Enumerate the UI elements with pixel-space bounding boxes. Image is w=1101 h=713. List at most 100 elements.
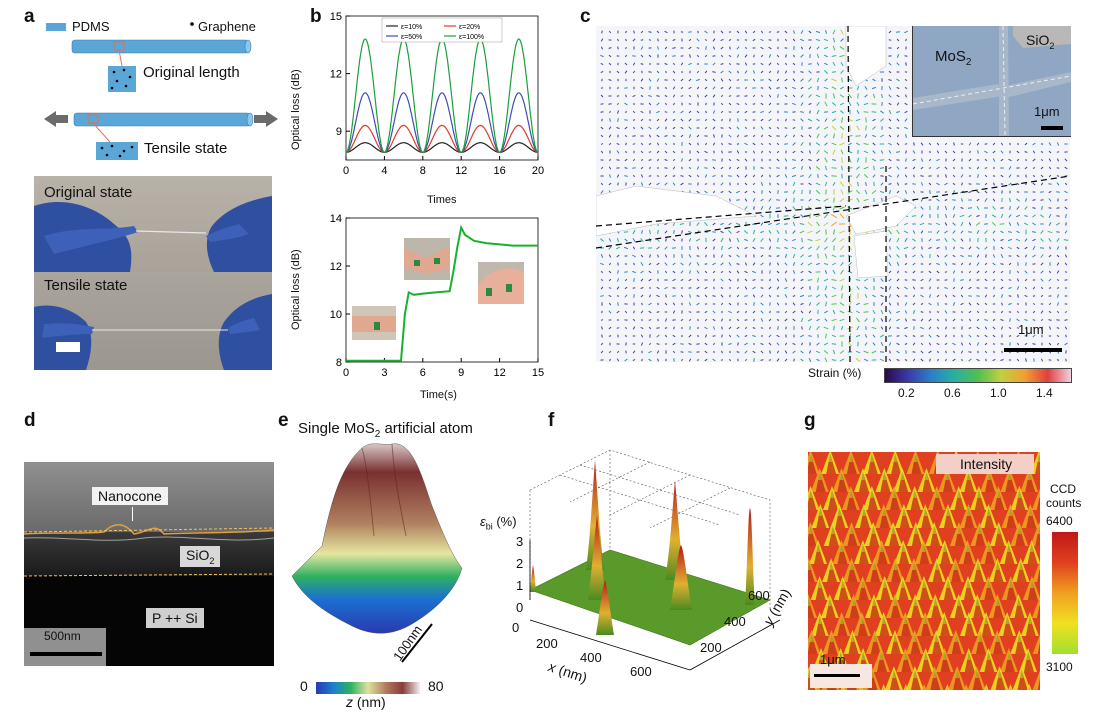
f-ztick-3: 3 xyxy=(516,534,524,549)
inset-scale-label: 1μm xyxy=(1034,104,1060,119)
b-top-xtick-label: 12 xyxy=(455,165,467,177)
f-ztick-2: 2 xyxy=(516,556,524,571)
b-top-xtick-label: 16 xyxy=(493,165,505,177)
g-cb-min: 3100 xyxy=(1046,660,1073,674)
photo-tensile-state xyxy=(34,272,272,370)
nanocone-arrow-icon xyxy=(132,507,133,521)
chart-b-top: 0 4 8 12 16 20 9 12 15 ε=10% ε=20% ε=50% ε=100% xyxy=(330,11,544,177)
panel-e-letter: e xyxy=(278,410,289,431)
panel-b-charts: 0 4 8 12 16 20 9 12 15 ε=10% ε=20% ε=50% ε=100% 0 3 6 9… xyxy=(330,11,544,379)
photo-original-state xyxy=(34,176,272,272)
b-bottom-xtick-label: 12 xyxy=(493,367,505,379)
inset-mos2-label: MoS2 xyxy=(935,48,972,68)
f-ytick-0: 200 xyxy=(700,640,722,655)
b-top-ytick-label: 15 xyxy=(330,11,342,23)
b-top-series-line xyxy=(345,38,539,153)
z-colorbar xyxy=(316,682,420,694)
panel-d-letter: d xyxy=(24,410,36,431)
f-3d-surface-plot xyxy=(529,449,781,671)
b-bottom-xtick-label: 0 xyxy=(343,367,349,379)
f-xtick-0: 0 xyxy=(512,620,520,635)
tensile-state-label: Tensile state xyxy=(144,140,228,157)
d-scale-bar xyxy=(30,652,102,656)
panel-c-letter: c xyxy=(580,6,591,27)
ccd-spikes xyxy=(808,452,1040,690)
b-bottom-xtick-label: 3 xyxy=(381,367,387,379)
f-ytick-1: 400 xyxy=(724,614,746,629)
panel-a-schematic xyxy=(44,22,278,160)
panel-a-letter: a xyxy=(24,6,35,27)
b-top-ytick-label: 12 xyxy=(330,69,342,81)
b-bottom-ytick-label: 8 xyxy=(336,357,342,369)
e-cb-min: 0 xyxy=(300,678,308,694)
d-si-label: P ++ Si xyxy=(146,608,204,628)
nanocone-label: Nanocone xyxy=(92,487,168,505)
b-top-series-line xyxy=(346,142,538,153)
grain-boundary-line xyxy=(847,25,851,363)
ccd-intensity-map xyxy=(808,452,1040,690)
f-zlabel: εbi (%) xyxy=(480,514,517,532)
g-cb-title1: CCD xyxy=(1050,482,1076,496)
strain-colorbar-label: Strain (%) xyxy=(808,366,862,380)
b-top-ylabel: Optical loss (dB) xyxy=(290,69,302,150)
d-scale-label: 500nm xyxy=(44,629,81,643)
b-top-xtick-label: 8 xyxy=(420,165,426,177)
g-scale-label: 1μm xyxy=(820,652,846,667)
f-ytick-2: 600 xyxy=(748,588,770,603)
chart-b-bottom: 0 3 6 9 12 15 8 10 12 14 xyxy=(330,213,544,379)
f-xtick-2: 400 xyxy=(580,650,602,665)
e-cb-label: z (nm) xyxy=(346,694,386,710)
b-bottom-xtick-label: 6 xyxy=(420,367,426,379)
inset-scale-bar xyxy=(1041,126,1063,130)
b-top-series-line xyxy=(345,92,539,153)
b-bottom-xtick-label: 9 xyxy=(458,367,464,379)
b-bottom-ytick-label: 12 xyxy=(330,261,342,273)
graphene-zoom-tensile xyxy=(96,142,138,160)
arm-photo-1 xyxy=(352,306,396,340)
main-scale-bar xyxy=(1004,348,1062,352)
panel-b-letter: b xyxy=(310,6,322,27)
arm-photo-2 xyxy=(404,238,450,280)
g-scale-bar xyxy=(814,674,860,677)
arrow-left-icon xyxy=(44,111,68,127)
mos2-atom-surface xyxy=(291,443,463,663)
graphene-legend-label: Graphene xyxy=(198,19,256,34)
f-xtick-1: 200 xyxy=(536,636,558,651)
g-cb-max: 6400 xyxy=(1046,514,1073,528)
b-bottom-ytick-label: 14 xyxy=(330,213,342,225)
arm-photo-3 xyxy=(478,262,524,304)
f-ztick-1: 1 xyxy=(516,578,524,593)
panel-f-letter: f xyxy=(548,410,555,431)
e-scale-bar xyxy=(401,623,433,663)
strain-colorbar xyxy=(884,368,1072,383)
b-top-legend: ε=10% ε=20% ε=50% ε=100% xyxy=(381,17,503,43)
g-cb-title2: counts xyxy=(1046,496,1082,510)
g-intensity-label: Intensity xyxy=(936,454,1035,474)
strain-tick-3: 1.4 xyxy=(1036,386,1053,400)
strain-tick-0: 0.2 xyxy=(898,386,915,400)
b-top-series-line xyxy=(346,124,538,153)
strain-tick-2: 1.0 xyxy=(990,386,1007,400)
pdms-legend-swatch xyxy=(46,23,66,31)
b-bottom-xtick-label: 15 xyxy=(532,367,544,379)
e-title: Single MoS2 artificial atom xyxy=(298,420,473,440)
b-top-legend-entry: ε=50% xyxy=(401,34,422,41)
strain-tick-1: 0.6 xyxy=(944,386,961,400)
b-top-legend-entry: ε=20% xyxy=(459,24,480,31)
mos2-inset-image xyxy=(912,25,1072,137)
b-top-legend-box xyxy=(381,17,503,43)
ccd-colorbar xyxy=(1052,532,1078,654)
b-top-xlabel: Times xyxy=(427,194,457,206)
b-top-frame xyxy=(345,15,539,161)
b-bottom-ylabel: Optical loss (dB) xyxy=(290,249,302,330)
panel-g-letter: g xyxy=(804,410,816,431)
graphene-legend-dot xyxy=(190,22,194,26)
d-sio2-label: SiO2 xyxy=(180,546,221,567)
b-bottom-ytick-label: 10 xyxy=(330,309,342,321)
inset-sio2-label: SiO2 xyxy=(1026,32,1055,51)
b-bottom-frame xyxy=(345,217,539,363)
e-cb-max: 80 xyxy=(428,678,444,694)
photo-tensile-label: Tensile state xyxy=(44,277,128,294)
photo-original-label: Original state xyxy=(44,184,133,201)
b-top-xtick-label: 4 xyxy=(381,165,387,177)
